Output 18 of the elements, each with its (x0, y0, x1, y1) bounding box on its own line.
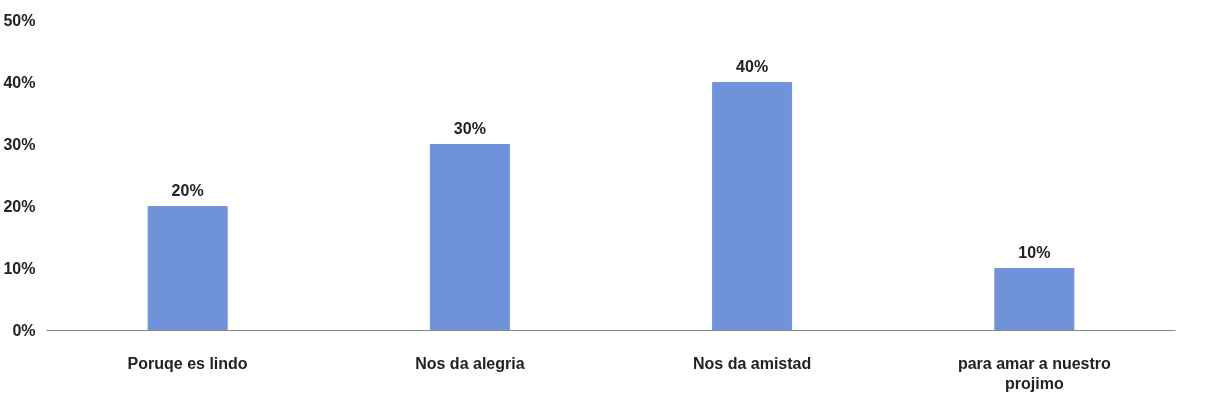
bar (147, 206, 228, 331)
data-label: 20% (171, 181, 204, 199)
y-tick-label: 50% (3, 12, 36, 29)
x-tick-label: Nos da alegria (415, 354, 525, 372)
bar (994, 268, 1075, 331)
y-tick-label: 40% (3, 74, 36, 91)
x-tick-label: Nos da amistad (693, 354, 812, 372)
y-tick-label: 10% (3, 260, 36, 277)
data-label: 40% (736, 57, 769, 75)
y-tick-label: 20% (3, 198, 36, 215)
bar (429, 144, 510, 331)
data-label: 10% (1018, 243, 1051, 261)
data-label: 30% (453, 119, 486, 137)
x-tick-label: para amar a nuestro projimo (957, 354, 1112, 392)
bar (712, 82, 793, 331)
y-tick-label: 0% (12, 322, 36, 339)
y-tick-label: 30% (3, 136, 36, 153)
x-tick-label: Poruqe es lindo (127, 354, 248, 372)
